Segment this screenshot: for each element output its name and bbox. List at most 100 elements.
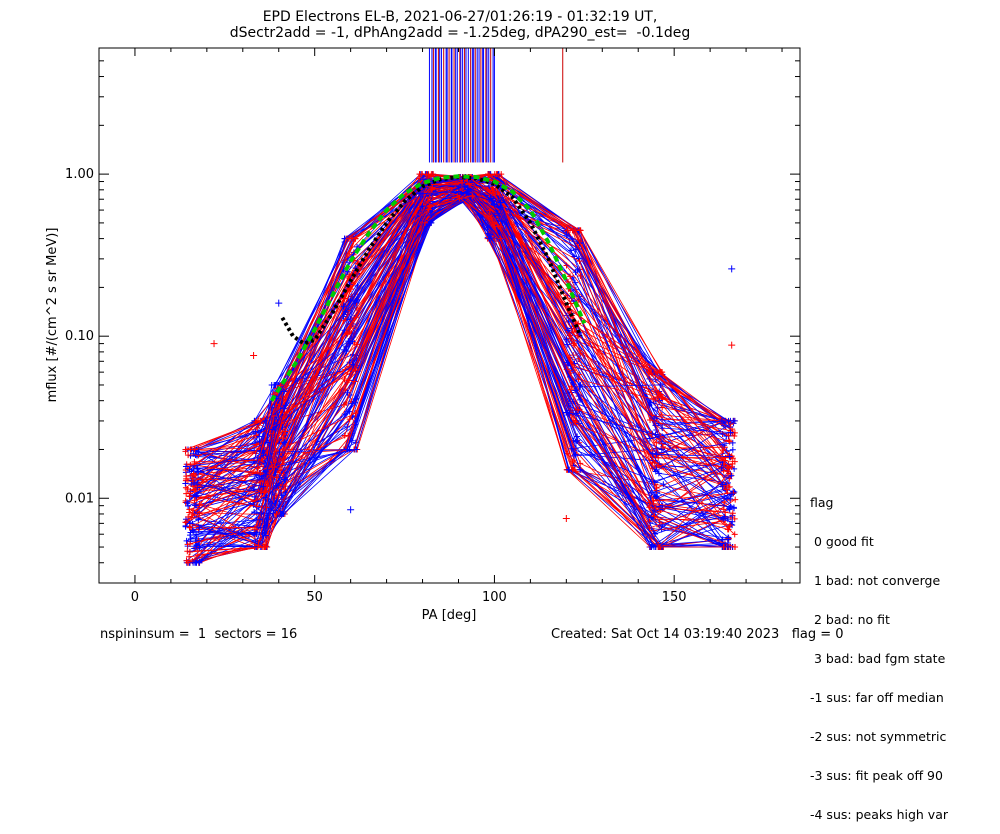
legend-title: flag bbox=[810, 495, 834, 510]
blue-curve-point bbox=[731, 417, 738, 424]
flux-curves bbox=[182, 171, 739, 566]
red-curve-point bbox=[577, 227, 584, 234]
fit-curves bbox=[269, 174, 587, 402]
red-curve-point bbox=[262, 544, 269, 551]
blue-curve-point bbox=[193, 542, 200, 549]
red-curve-point bbox=[570, 367, 577, 374]
red-curve bbox=[182, 171, 726, 455]
blue-curve-point bbox=[190, 528, 197, 535]
red-curve-point bbox=[191, 497, 198, 504]
red-curve-point bbox=[726, 483, 733, 490]
blue-curve-point bbox=[719, 481, 726, 488]
blue-curve-point bbox=[718, 464, 725, 471]
red-curve-point bbox=[727, 421, 734, 428]
outlier-point bbox=[210, 340, 218, 348]
blue-curve-point bbox=[428, 211, 435, 218]
red-curve-line bbox=[189, 195, 724, 553]
red-curve-point bbox=[720, 506, 727, 513]
red-curve-point bbox=[273, 474, 280, 481]
red-curve-point bbox=[484, 171, 491, 178]
blue-curve-point bbox=[727, 429, 734, 436]
red-curve-point bbox=[576, 258, 583, 265]
red-curve-point bbox=[575, 406, 582, 413]
blue-curve-point bbox=[182, 480, 189, 487]
red-curve-point bbox=[281, 486, 288, 493]
blue-curve-point bbox=[455, 188, 462, 195]
blue-curve-point bbox=[566, 410, 573, 417]
blue-curve-point bbox=[281, 476, 288, 483]
legend-item-0: 0 good fit bbox=[810, 534, 874, 549]
blue-curve-point bbox=[343, 343, 350, 350]
red-curve-point bbox=[652, 369, 659, 376]
red-curve-point bbox=[183, 475, 190, 482]
blue-curve-point bbox=[571, 452, 578, 459]
outlier-point bbox=[728, 265, 736, 273]
blue-curve-point bbox=[646, 435, 653, 442]
red-curve-point bbox=[720, 544, 727, 551]
red-curve-point bbox=[196, 501, 203, 508]
red-curve-line bbox=[186, 176, 730, 465]
blue-curve-point bbox=[497, 199, 504, 206]
blue-curve-point bbox=[352, 399, 359, 406]
red-curve-point bbox=[724, 526, 731, 533]
x-axis-label: PA [deg] bbox=[422, 608, 477, 623]
blue-curve-point bbox=[652, 431, 659, 438]
red-curve-point bbox=[345, 432, 352, 439]
blue-curve-point bbox=[657, 381, 664, 388]
blue-curve-point bbox=[251, 494, 258, 501]
red-curve-point bbox=[732, 496, 739, 503]
red-curve-point bbox=[253, 432, 260, 439]
blue-curve-point bbox=[659, 425, 666, 432]
blue-curve-point bbox=[648, 544, 655, 551]
x-tick-label: 0 bbox=[131, 590, 139, 605]
outlier-point bbox=[275, 299, 283, 307]
blue-curve-point bbox=[193, 541, 200, 548]
blue-curve-point bbox=[572, 387, 579, 394]
legend-item-3: 3 bad: bad fgm state bbox=[810, 651, 946, 666]
red-curve-line bbox=[192, 197, 735, 546]
blue-curve-point bbox=[195, 449, 202, 456]
red-curve-point bbox=[351, 378, 358, 385]
x-tick-label: 100 bbox=[482, 590, 507, 605]
blue-curve-point bbox=[193, 493, 200, 500]
blue-curve-point bbox=[344, 446, 351, 453]
blue-curve-point bbox=[485, 183, 492, 190]
red-curve-point bbox=[189, 510, 196, 517]
red-curve-point bbox=[660, 443, 667, 450]
peak-marker-lines bbox=[428, 48, 564, 163]
outlier-point bbox=[562, 515, 570, 523]
blue-curve-point bbox=[184, 499, 191, 506]
blue-curve-point bbox=[191, 479, 198, 486]
red-curve-point bbox=[497, 235, 504, 242]
red-curve-point bbox=[186, 553, 193, 560]
blue-curve-point bbox=[353, 296, 360, 303]
blue-curve-point bbox=[463, 189, 470, 196]
red-curve-point bbox=[282, 428, 289, 435]
red-curve-point bbox=[254, 424, 261, 431]
blue-curve-point bbox=[564, 341, 571, 348]
blue-curve bbox=[193, 182, 736, 500]
blue-curve-point bbox=[281, 405, 288, 412]
blue-curve-point bbox=[494, 172, 501, 179]
blue-curve-point bbox=[726, 453, 733, 460]
blue-curve-line bbox=[195, 185, 733, 498]
blue-curve-point bbox=[729, 446, 736, 453]
red-curve-point bbox=[257, 488, 264, 495]
blue-curve-line bbox=[194, 181, 722, 498]
red-curve-point bbox=[491, 171, 498, 178]
blue-curve-point bbox=[185, 502, 192, 509]
blue-curve-point bbox=[572, 269, 579, 276]
blue-curve-point bbox=[196, 558, 203, 565]
blue-curve-point bbox=[485, 230, 492, 237]
red-curve-point bbox=[564, 227, 571, 234]
blue-curve-point bbox=[660, 481, 667, 488]
blue-curve-line bbox=[185, 191, 730, 509]
footer-sector-info: nspininsum = 1 sectors = 16 bbox=[100, 627, 298, 642]
blue-curve-point bbox=[720, 515, 727, 522]
blue-curve-point bbox=[726, 505, 733, 512]
blue-curve-point bbox=[728, 521, 735, 528]
red-curve-point bbox=[725, 465, 732, 472]
legend-item-4: -1 sus: far off median bbox=[810, 690, 944, 705]
red-curve-point bbox=[251, 526, 258, 533]
blue-curve-point bbox=[724, 540, 731, 547]
